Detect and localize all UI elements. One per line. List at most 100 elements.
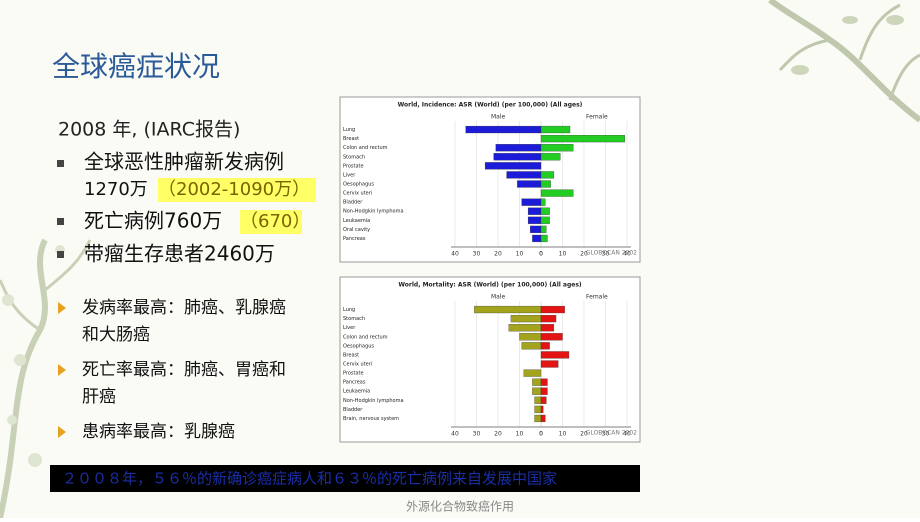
bar	[484, 162, 542, 170]
chart-frame	[339, 96, 641, 263]
legend-label: Female	[586, 294, 608, 301]
bar	[540, 405, 544, 413]
x-tick-label: 20	[494, 431, 502, 438]
finding-text: 发病率最高：肺癌、乳腺癌	[82, 298, 286, 318]
bar	[540, 171, 555, 179]
chart-title: World, Mortality: ASR (World) (per 100,0…	[398, 282, 582, 289]
bar	[517, 180, 542, 188]
x-tick-label: 20	[580, 251, 588, 258]
bullet-marker	[57, 160, 64, 167]
bullet: 死亡病例760万	[84, 209, 222, 233]
arrow-bullet	[58, 426, 66, 438]
bar	[540, 216, 550, 224]
finding-text: 死亡率最高：肺癌、胃癌和	[82, 360, 286, 380]
category-label: Prostate	[343, 163, 364, 169]
x-tick-label: 30	[473, 431, 481, 438]
category-label: Stomach	[343, 316, 365, 322]
category-label: Cervix uteri	[343, 362, 372, 368]
bar	[534, 396, 542, 404]
bar	[540, 360, 559, 368]
bar	[506, 171, 542, 179]
chart-title: World, Incidence: ASR (World) (per 100,0…	[398, 102, 583, 109]
finding-text: 患病率最高：乳腺癌	[82, 422, 235, 442]
category-label: Oesophagus	[343, 343, 374, 349]
x-tick-label: 0	[539, 251, 543, 258]
banner	[50, 465, 640, 492]
bar	[540, 333, 563, 341]
category-label: Liver	[343, 325, 356, 331]
x-tick-label: 0	[539, 431, 543, 438]
chart-frame	[339, 276, 641, 443]
highlight	[158, 178, 316, 202]
x-tick-label: 40	[623, 431, 631, 438]
bullet: 全球恶性肿瘤新发病例	[84, 150, 284, 174]
category-label: Brain, nervous system	[343, 416, 399, 422]
arrow-bullet	[58, 364, 66, 376]
chart-source: GLOBOCAN 2002	[586, 430, 637, 437]
bar	[540, 342, 550, 350]
bar	[508, 324, 542, 332]
bullet-detail: 1270万	[84, 179, 148, 200]
category-label: Oral cavity	[343, 227, 370, 233]
x-tick-label: 20	[580, 431, 588, 438]
x-tick-label: 30	[602, 431, 610, 438]
bar	[532, 234, 542, 243]
x-tick-label: 30	[473, 251, 481, 258]
bar	[540, 153, 561, 161]
banner-text: ２００８年，５６％的新确诊癌症病人和６３％的死亡病例来自发展中国家	[62, 470, 557, 488]
category-label: Stomach	[343, 154, 365, 160]
bar	[530, 225, 542, 233]
footer: 外源化合物致癌作用	[406, 499, 514, 514]
bar	[465, 125, 542, 134]
bar	[540, 234, 548, 243]
bar	[495, 144, 542, 152]
category-label: Prostate	[343, 371, 364, 377]
bullet-highlight: （670）	[240, 211, 310, 232]
x-tick-label: 30	[602, 251, 610, 258]
bar	[540, 324, 555, 332]
category-label: Breast	[343, 352, 359, 358]
category-label: Pancreas	[343, 236, 366, 242]
x-tick-label: 10	[559, 251, 567, 258]
bar	[540, 180, 551, 188]
charts: World, Incidence: ASR (World) (per 100,0…	[339, 96, 641, 443]
bar	[540, 189, 574, 197]
x-tick-label: 40	[623, 251, 631, 258]
x-tick-label: 40	[451, 251, 459, 258]
bar	[540, 378, 548, 386]
chart-source: GLOBOCAN 2002	[586, 250, 637, 257]
category-label: Non-Hodgkin lymphoma	[343, 209, 404, 215]
bullet: 带瘤生存患者2460万	[84, 242, 275, 266]
bar	[540, 387, 548, 395]
x-tick-label: 10	[516, 251, 524, 258]
bar	[540, 315, 557, 323]
bar	[540, 144, 574, 152]
finding-text: 肝癌	[82, 387, 116, 407]
bar	[534, 405, 542, 413]
bullet-highlight: （2002-1090万）	[158, 179, 310, 200]
bar	[519, 333, 542, 341]
category-label: Leukaemia	[343, 218, 370, 224]
arrow-bullet	[58, 302, 66, 314]
category-label: Leukaemia	[343, 389, 370, 395]
bar	[474, 305, 542, 314]
legend-label: Male	[491, 294, 506, 301]
bullet-marker	[57, 218, 64, 225]
intro: 2008 年, (IARC报告)	[58, 119, 240, 141]
legend-label: Male	[491, 114, 506, 121]
bar	[521, 342, 542, 350]
bar	[493, 153, 542, 161]
bar	[540, 207, 550, 215]
category-label: Colon and rectum	[343, 145, 388, 151]
x-tick-label: 0	[539, 431, 543, 438]
x-tick-label: 0	[539, 251, 543, 258]
bar	[540, 125, 571, 134]
x-tick-label: 10	[559, 431, 567, 438]
category-label: Breast	[343, 136, 359, 142]
bar	[532, 378, 542, 386]
bar	[540, 305, 565, 314]
x-tick-label: 20	[494, 251, 502, 258]
bar	[532, 387, 542, 395]
